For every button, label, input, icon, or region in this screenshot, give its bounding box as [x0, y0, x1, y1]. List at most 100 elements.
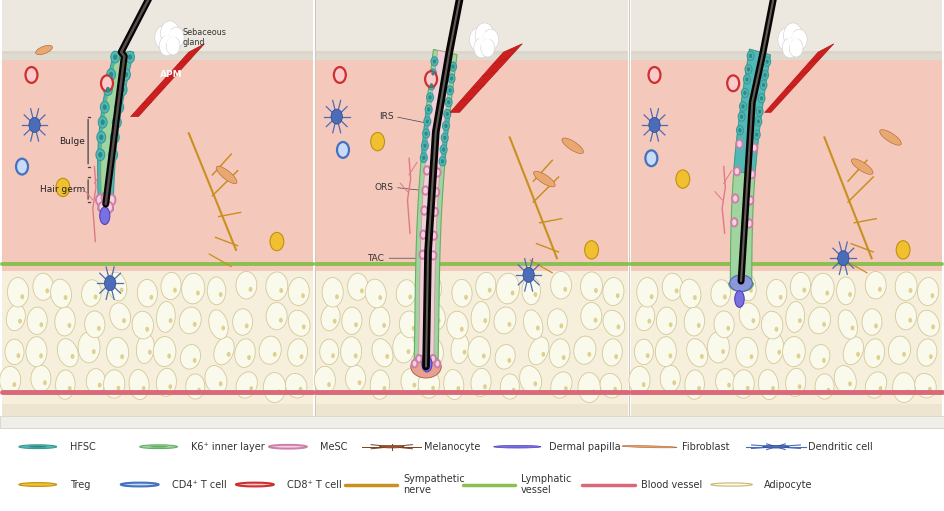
Circle shape: [424, 166, 430, 175]
Ellipse shape: [285, 374, 307, 398]
Circle shape: [741, 104, 745, 109]
Ellipse shape: [711, 483, 752, 486]
Circle shape: [122, 69, 130, 80]
Circle shape: [166, 37, 180, 55]
Circle shape: [744, 75, 750, 84]
Ellipse shape: [58, 339, 78, 367]
Circle shape: [430, 355, 436, 362]
Circle shape: [98, 202, 107, 213]
Ellipse shape: [707, 332, 730, 363]
Circle shape: [440, 145, 447, 154]
Circle shape: [431, 57, 438, 66]
Circle shape: [196, 291, 200, 295]
Circle shape: [443, 135, 447, 140]
Circle shape: [464, 295, 468, 300]
Circle shape: [431, 386, 435, 391]
Ellipse shape: [153, 337, 176, 366]
Circle shape: [482, 354, 486, 359]
Circle shape: [740, 114, 743, 119]
Ellipse shape: [603, 310, 625, 336]
Circle shape: [155, 26, 173, 49]
Ellipse shape: [444, 369, 464, 400]
Ellipse shape: [180, 344, 200, 369]
Circle shape: [756, 107, 763, 116]
Text: HFSC: HFSC: [70, 442, 95, 452]
Ellipse shape: [452, 280, 472, 307]
Circle shape: [421, 206, 428, 215]
Circle shape: [562, 355, 565, 360]
Circle shape: [851, 326, 854, 331]
Polygon shape: [421, 105, 450, 165]
Circle shape: [98, 117, 107, 128]
Circle shape: [906, 389, 910, 394]
Circle shape: [668, 322, 672, 327]
Circle shape: [533, 292, 537, 297]
Ellipse shape: [655, 337, 676, 367]
Circle shape: [114, 120, 119, 125]
Ellipse shape: [7, 305, 25, 331]
Circle shape: [444, 109, 450, 119]
Ellipse shape: [915, 374, 936, 398]
Ellipse shape: [5, 339, 24, 365]
Ellipse shape: [734, 291, 744, 307]
Ellipse shape: [497, 273, 519, 304]
Circle shape: [122, 318, 126, 323]
Circle shape: [876, 355, 880, 360]
Ellipse shape: [686, 339, 708, 367]
Ellipse shape: [836, 277, 855, 305]
Circle shape: [616, 324, 620, 330]
Circle shape: [433, 188, 439, 196]
Circle shape: [848, 292, 851, 297]
Circle shape: [331, 353, 335, 358]
Circle shape: [449, 62, 457, 71]
Ellipse shape: [739, 303, 760, 330]
Circle shape: [738, 128, 742, 132]
Ellipse shape: [862, 309, 882, 335]
Circle shape: [96, 195, 104, 205]
Circle shape: [564, 287, 567, 292]
Ellipse shape: [314, 366, 335, 394]
Circle shape: [441, 133, 448, 142]
Circle shape: [778, 28, 796, 51]
Circle shape: [732, 194, 738, 203]
Circle shape: [126, 51, 134, 63]
Ellipse shape: [785, 368, 806, 397]
Polygon shape: [733, 49, 770, 174]
Ellipse shape: [888, 336, 911, 364]
Bar: [316, 51, 628, 60]
Circle shape: [101, 120, 105, 125]
Ellipse shape: [783, 337, 805, 366]
Circle shape: [615, 293, 619, 298]
Text: Fibroblast: Fibroblast: [682, 442, 729, 452]
Circle shape: [124, 72, 128, 77]
Circle shape: [425, 105, 432, 114]
Circle shape: [273, 352, 277, 357]
Circle shape: [448, 88, 452, 92]
Circle shape: [745, 77, 749, 82]
Ellipse shape: [322, 277, 344, 307]
Circle shape: [412, 360, 417, 367]
Ellipse shape: [107, 337, 128, 367]
Circle shape: [247, 355, 251, 360]
Circle shape: [424, 117, 430, 126]
Circle shape: [791, 29, 807, 50]
Ellipse shape: [33, 273, 54, 300]
Circle shape: [427, 107, 430, 111]
Ellipse shape: [766, 334, 784, 363]
Polygon shape: [101, 52, 130, 208]
Ellipse shape: [522, 277, 541, 305]
Ellipse shape: [235, 339, 255, 367]
Circle shape: [592, 389, 596, 394]
Circle shape: [169, 318, 173, 323]
Circle shape: [416, 355, 422, 362]
Ellipse shape: [396, 280, 416, 307]
Text: TAC: TAC: [367, 253, 384, 263]
Circle shape: [646, 150, 657, 166]
Circle shape: [732, 218, 737, 226]
Ellipse shape: [866, 271, 886, 299]
Circle shape: [279, 318, 283, 323]
Circle shape: [766, 59, 768, 64]
Circle shape: [738, 112, 745, 121]
Circle shape: [451, 64, 455, 69]
Ellipse shape: [31, 365, 51, 392]
